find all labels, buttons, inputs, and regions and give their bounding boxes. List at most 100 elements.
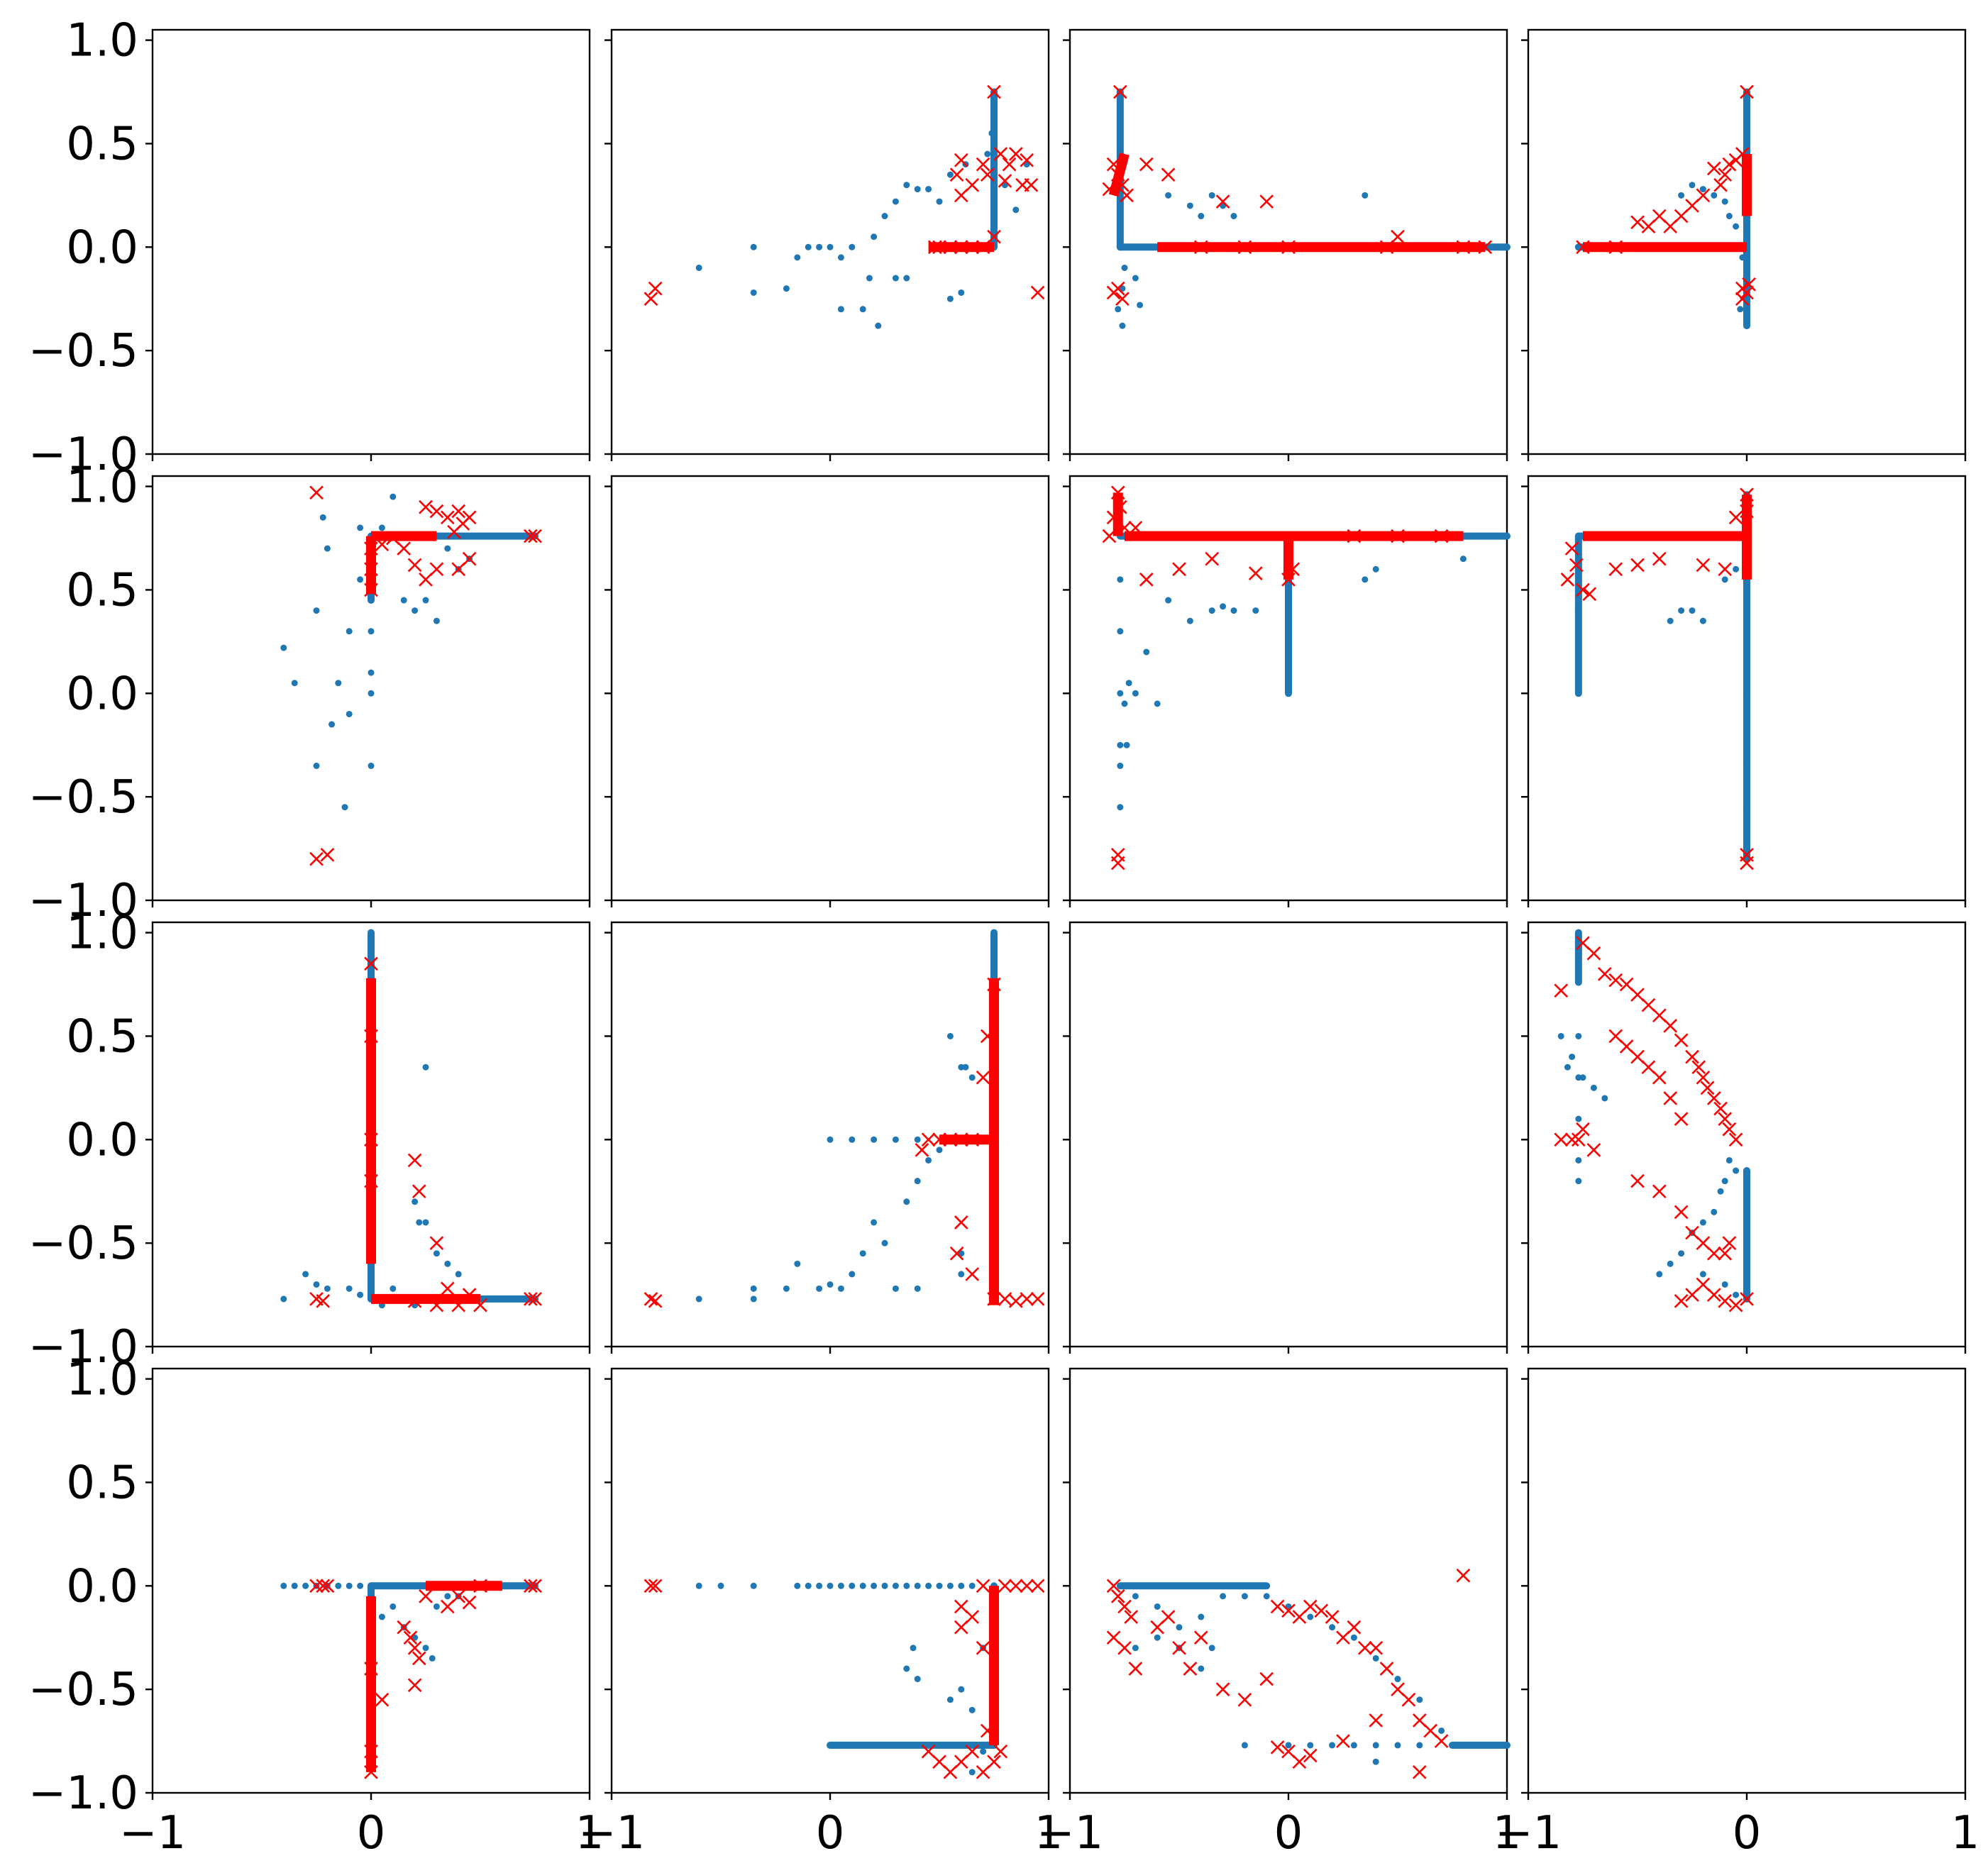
red-x-point [462, 1595, 477, 1610]
x-tick-label: 0 [1274, 1807, 1303, 1860]
blue-point [936, 198, 943, 205]
red-x-point [364, 956, 378, 971]
blue-point [1689, 607, 1696, 614]
red-x-point [987, 1755, 1001, 1769]
red-x-stroke [1608, 973, 1623, 988]
blue-point [946, 1696, 954, 1703]
red-x-stroke [1106, 510, 1121, 525]
x-tick-label: −1 [1037, 1807, 1103, 1860]
red-x-stroke [1685, 1225, 1699, 1240]
red-x-stroke [1117, 1599, 1132, 1614]
red-x-point [1020, 1292, 1034, 1306]
red-x-point [1718, 1112, 1733, 1126]
blue-point [412, 1198, 419, 1205]
red-x-point [1002, 157, 1017, 172]
red-x-point [1030, 1292, 1045, 1306]
red-x-stroke [1120, 188, 1134, 203]
blue-point [827, 1582, 834, 1589]
red-x-stroke [965, 240, 980, 255]
blue-point [280, 1295, 287, 1303]
red-x-stroke [1379, 1662, 1394, 1676]
blue-point [958, 1582, 965, 1589]
blue-point [1208, 607, 1215, 614]
blue-point [750, 1295, 757, 1303]
red-x-point [364, 1744, 378, 1759]
red-x-stroke [1630, 1173, 1645, 1188]
red-x-stroke [1139, 573, 1154, 587]
blue-point [794, 1582, 801, 1589]
red-x-stroke [1325, 1610, 1340, 1624]
red-x-stroke [1117, 521, 1132, 535]
blue-point [805, 243, 812, 250]
red-x-point [954, 188, 968, 203]
blue-point [1575, 690, 1582, 697]
blue-point [837, 306, 844, 313]
red-x-point [1706, 161, 1721, 176]
blue-point [1198, 213, 1205, 220]
red-x-point [1674, 1205, 1689, 1220]
blue-point [871, 1219, 878, 1226]
blue-point [695, 1582, 702, 1589]
red-x-point [987, 1292, 1001, 1306]
red-x-stroke [309, 485, 324, 500]
red-x-point [1102, 529, 1117, 543]
panels-group: 1.00.50.0−0.5−1.01.00.50.0−0.5−1.01.00.5… [28, 15, 1980, 1860]
red-x-stroke [364, 1029, 378, 1044]
red-x-stroke [1696, 558, 1711, 573]
red-x-stroke [980, 1029, 995, 1044]
blue-point [1241, 1593, 1248, 1600]
red-x-point [976, 1579, 990, 1593]
red-x-stroke [987, 84, 1001, 99]
red-x-stroke [1281, 240, 1296, 255]
red-x-stroke [1215, 1682, 1230, 1696]
blue-point [1198, 1613, 1205, 1620]
red-x-point [1630, 1049, 1645, 1064]
red-x-stroke [1554, 1132, 1569, 1147]
panel-r1-c1 [604, 475, 1050, 907]
red-x-point [998, 174, 1012, 188]
blue-point [717, 1582, 724, 1589]
red-x-point [1259, 194, 1274, 209]
red-x-point [1619, 977, 1634, 992]
blue-point [378, 1613, 385, 1620]
red-x-point [1582, 587, 1597, 602]
red-x-stroke [1597, 967, 1612, 981]
blue-point [341, 804, 348, 811]
red-x-stroke [943, 240, 958, 255]
red-x-point [1237, 1692, 1252, 1707]
blue-point [1362, 576, 1369, 583]
blue-point [968, 1074, 976, 1081]
red-x-point [949, 167, 964, 182]
red-x-stroke [1102, 182, 1117, 197]
red-x-stroke [1630, 1049, 1645, 1064]
red-x-stroke [429, 562, 444, 577]
red-x-point [1691, 1060, 1706, 1075]
panel-frame [151, 28, 591, 455]
red-x-point [320, 1579, 335, 1593]
blue-point [849, 1136, 856, 1143]
red-x-point [1564, 541, 1579, 556]
red-x-point [1215, 194, 1230, 209]
red-x-point [1237, 240, 1252, 255]
red-x-point [1303, 1599, 1318, 1614]
red-x-point [1740, 84, 1754, 99]
red-x-point [528, 1292, 542, 1306]
blue-point [1733, 1167, 1740, 1174]
blue-point [794, 1260, 801, 1267]
red-x-stroke [943, 1132, 958, 1147]
red-x-stroke [407, 1293, 422, 1308]
red-x-point [1183, 1662, 1198, 1676]
red-x-stroke [473, 1579, 487, 1593]
red-x-stroke [1685, 1049, 1699, 1064]
red-x-point [1608, 562, 1623, 577]
red-x-point [1117, 521, 1132, 535]
y-tick-label: 1.0 [66, 907, 138, 960]
red-x-point [1713, 1101, 1728, 1116]
blue-point [881, 1582, 888, 1589]
y-tick-label: 0.0 [66, 668, 138, 720]
red-x-stroke [1641, 998, 1656, 1012]
blue-point [1699, 1219, 1706, 1226]
red-x-point [1391, 229, 1405, 244]
red-x-stroke [1560, 573, 1575, 587]
x-tick-label: 0 [357, 1807, 386, 1860]
